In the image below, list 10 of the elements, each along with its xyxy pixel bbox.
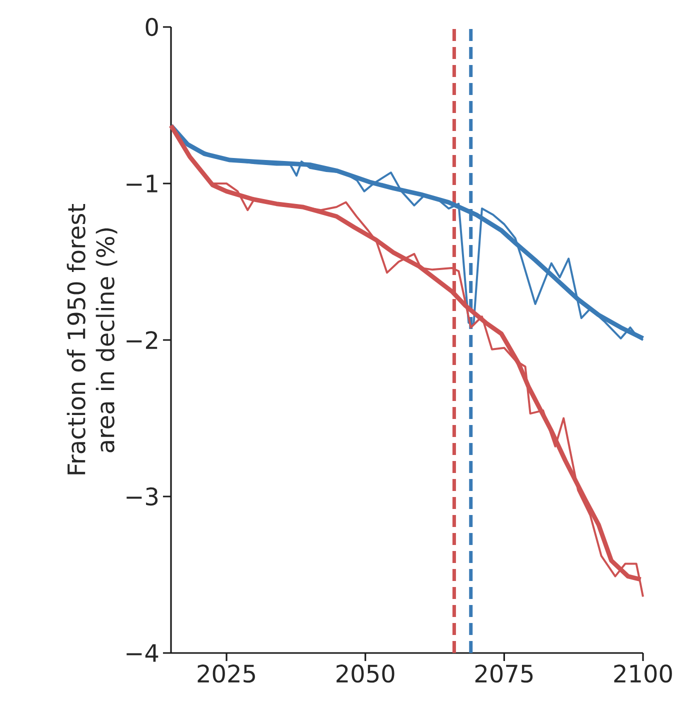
y-tick-label: −3 [126, 487, 158, 506]
x-tick-label: 2075 [475, 664, 533, 683]
y-tick-label: −2 [126, 331, 158, 349]
x-tick-label: 2050 [336, 664, 394, 683]
y-tick-label: −1 [126, 174, 158, 192]
x-tick-label: 2100 [614, 664, 672, 683]
y-axis-title: Fraction of 1950 forest area in decline (%) [66, 204, 118, 474]
x-tick-label: 2025 [198, 664, 255, 683]
y-tick-label: −4 [126, 644, 158, 662]
y-tick-label: 0 [146, 18, 158, 36]
